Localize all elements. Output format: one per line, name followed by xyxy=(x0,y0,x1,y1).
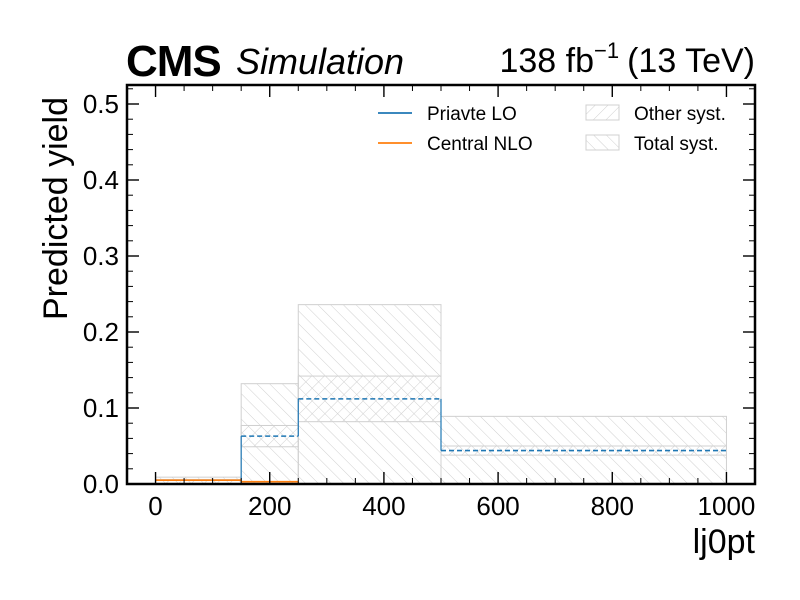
lumi-energy: (13 TeV) xyxy=(627,42,755,80)
lumi-label: 138 fb−1 (13 TeV) xyxy=(499,38,755,80)
x-tick-label: 400 xyxy=(362,491,405,521)
lumi-value: 138 fb xyxy=(499,42,594,80)
y-tick-label: 0.4 xyxy=(83,165,119,195)
y-tick-label: 0.2 xyxy=(83,317,119,347)
x-tick-label: 800 xyxy=(591,491,634,521)
y-tick-label: 0.1 xyxy=(83,393,119,423)
legend-label-series-0: Priavte LO xyxy=(427,104,517,125)
experiment-label: CMS xyxy=(126,37,221,86)
x-axis-label: lj0pt xyxy=(693,523,756,561)
legend-swatch-band-0 xyxy=(585,104,620,121)
x-tick-label: 1000 xyxy=(698,491,756,521)
uncertainty-bands xyxy=(155,304,727,485)
axis-ticks: 0 200 400 600 800 1000 0.0 0.1 0.2 0.3 0.4 0.5 xyxy=(83,85,756,521)
y-tick-label: 0.5 xyxy=(83,89,119,119)
x-tick-label: 0 xyxy=(148,491,162,521)
x-tick-label: 200 xyxy=(248,491,291,521)
band-0-bin-2 xyxy=(297,375,442,423)
legend: Priavte LO Central NLO Other syst. Total… xyxy=(378,104,726,155)
legend-swatch-band-1 xyxy=(585,134,620,151)
lumi-exponent: −1 xyxy=(594,38,619,63)
y-tick-label: 0.0 xyxy=(83,469,119,499)
plot-frame xyxy=(125,83,757,486)
legend-label-band-0: Other syst. xyxy=(634,104,726,125)
y-axis-label: Predicted yield xyxy=(37,97,75,320)
legend-label-band-1: Total syst. xyxy=(634,134,718,155)
x-tick-label: 600 xyxy=(476,491,519,521)
subtitle-label: Simulation xyxy=(236,41,404,82)
legend-label-series-1: Central NLO xyxy=(427,134,533,155)
y-tick-label: 0.3 xyxy=(83,241,119,271)
